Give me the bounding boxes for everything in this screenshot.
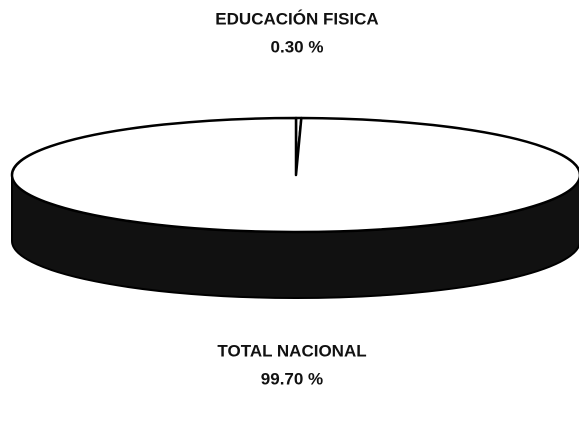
slice-label: EDUCACIÓN FISICA: [215, 9, 378, 28]
slice-value-label: 0.30 %: [271, 37, 324, 56]
pie-slice: [10, 116, 579, 234]
slice-label: TOTAL NACIONAL: [217, 341, 366, 360]
slice-value-label: 99.70 %: [261, 369, 323, 388]
